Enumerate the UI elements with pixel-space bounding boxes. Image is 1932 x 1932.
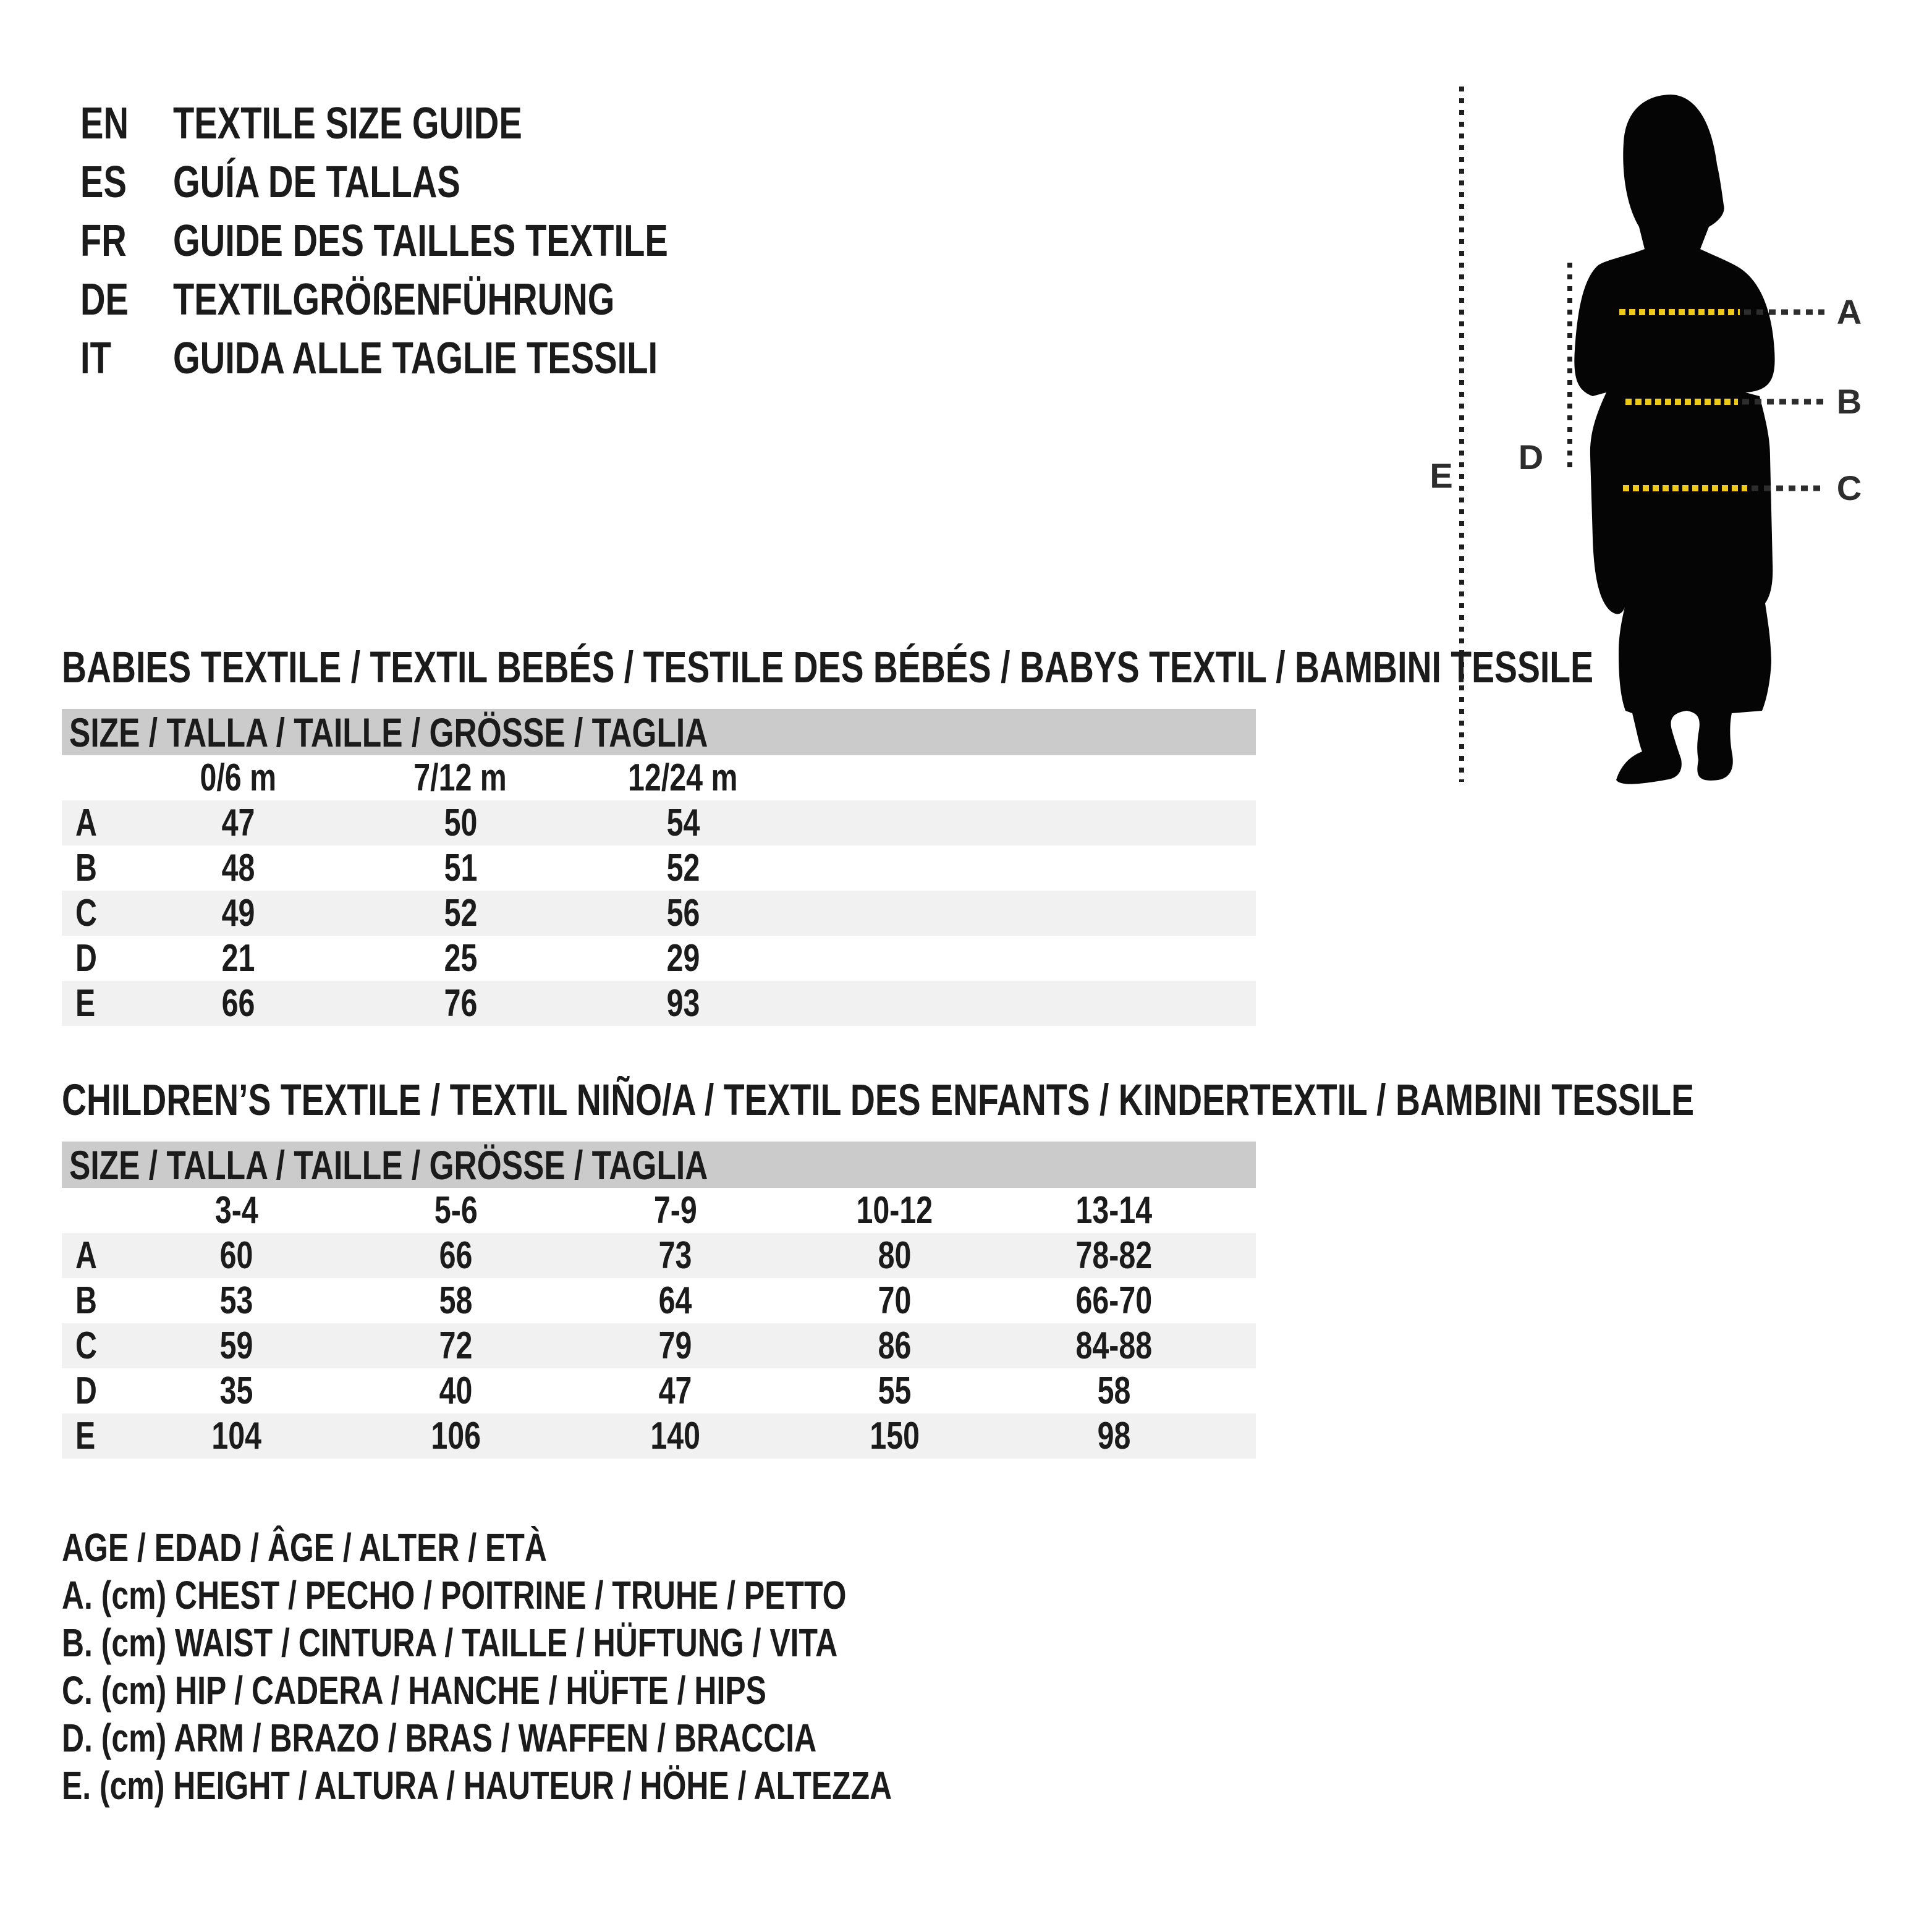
title-en: TEXTILE SIZE GUIDE	[173, 98, 522, 148]
figure-label-a: A	[1837, 292, 1862, 331]
children-col-3-4: 3-4	[214, 1189, 258, 1232]
language-header: EN TEXTILE SIZE GUIDE ES GUÍA DE TALLAS …	[80, 94, 808, 388]
header-row-de: DE TEXTILGRÖßENFÜHRUNG	[80, 270, 808, 329]
title-fr: GUIDE DES TAILLES TEXTILE	[173, 216, 668, 266]
babies-section-title: BABIES TEXTILE / TEXTIL BEBÉS / TESTILE …	[62, 643, 1594, 692]
row-label: E	[75, 982, 96, 1025]
table-row: D 35 40 47 55 58	[62, 1368, 1256, 1413]
babies-size-header-bar: SIZE / TALLA / TAILLE / GRÖSSE / TAGLIA	[62, 709, 1256, 755]
measurement-legend: AGE / EDAD / ÂGE / ALTER / ETÀ A. (cm) C…	[62, 1523, 1126, 1809]
table-row: E 66 76 93	[62, 981, 1256, 1026]
babies-col-12-24m: 12/24 m	[628, 756, 738, 799]
babies-col-0-6m: 0/6 m	[200, 756, 276, 799]
table-row: D 21 25 29	[62, 936, 1256, 981]
children-column-header-row: 3-4 5-6 7-9 10-12 13-14	[62, 1188, 1256, 1233]
figure-label-d: D	[1519, 438, 1543, 477]
child-measurement-figure: A B C D E	[1430, 87, 1862, 784]
row-label: C	[75, 892, 97, 934]
title-es: GUÍA DE TALLAS	[173, 157, 460, 207]
figure-label-c: C	[1837, 468, 1862, 507]
table-row: B 48 51 52	[62, 845, 1256, 891]
legend-chest-a: A. (cm) CHEST / PECHO / POITRINE / TRUHE…	[62, 1572, 847, 1617]
children-col-7-9: 7-9	[653, 1189, 697, 1232]
legend-arm-d: D. (cm) ARM / BRAZO / BRAS / WAFFEN / BR…	[62, 1715, 817, 1760]
children-col-13-14: 13-14	[1075, 1189, 1153, 1232]
row-label: A	[75, 802, 97, 844]
children-col-10-12: 10-12	[856, 1189, 933, 1232]
header-row-it: IT GUIDA ALLE TAGLIE TESSILI	[80, 329, 808, 388]
row-label: D	[75, 937, 97, 980]
row-label: B	[75, 847, 97, 889]
row-label: B	[75, 1279, 97, 1322]
header-row-en: EN TEXTILE SIZE GUIDE	[80, 94, 808, 153]
row-label: E	[75, 1415, 96, 1457]
legend-waist-b: B. (cm) WAIST / CINTURA / TAILLE / HÜFTU…	[62, 1620, 838, 1665]
children-size-table: 3-4 5-6 7-9 10-12 13-14 A 60 66 73 80 78…	[62, 1188, 1256, 1459]
lang-code-de: DE	[80, 274, 129, 324]
children-size-header-bar: SIZE / TALLA / TAILLE / GRÖSSE / TAGLIA	[62, 1142, 1256, 1188]
header-row-es: ES GUÍA DE TALLAS	[80, 153, 808, 211]
babies-column-header-row: 0/6 m 7/12 m 12/24 m	[62, 755, 1256, 800]
legend-age: AGE / EDAD / ÂGE / ALTER / ETÀ	[62, 1525, 547, 1570]
table-row: A 60 66 73 80 78-82	[62, 1233, 1256, 1278]
table-row: A 47 50 54	[62, 800, 1256, 845]
children-section-title: CHILDREN’S TEXTILE / TEXTIL NIÑO/A / TEX…	[62, 1076, 1695, 1125]
babies-size-table: 0/6 m 7/12 m 12/24 m A 47 50 54 B 48 51 …	[62, 755, 1256, 1026]
lang-code-fr: FR	[80, 216, 127, 266]
lang-code-it: IT	[80, 333, 111, 383]
child-silhouette	[1574, 95, 1775, 784]
table-row: E 104 106 140 150 98	[62, 1413, 1256, 1459]
lang-code-en: EN	[80, 98, 129, 148]
row-label: A	[75, 1234, 97, 1277]
figure-label-b: B	[1837, 382, 1862, 421]
table-row: B 53 58 64 70 66-70	[62, 1278, 1256, 1323]
children-col-5-6: 5-6	[434, 1189, 478, 1232]
header-row-fr: FR GUIDE DES TAILLES TEXTILE	[80, 211, 808, 270]
table-row: C 49 52 56	[62, 891, 1256, 936]
legend-height-e: E. (cm) HEIGHT / ALTURA / HAUTEUR / HÖHE…	[62, 1763, 892, 1808]
row-label: C	[75, 1324, 97, 1367]
title-it: GUIDA ALLE TAGLIE TESSILI	[173, 333, 658, 383]
legend-hip-c: C. (cm) HIP / CADERA / HANCHE / HÜFTE / …	[62, 1667, 766, 1713]
babies-col-7-12m: 7/12 m	[413, 756, 507, 799]
lang-code-es: ES	[80, 157, 127, 207]
title-de: TEXTILGRÖßENFÜHRUNG	[173, 274, 615, 324]
table-row: C 59 72 79 86 84-88	[62, 1323, 1256, 1368]
figure-label-e: E	[1430, 456, 1452, 495]
row-label: D	[75, 1370, 97, 1412]
